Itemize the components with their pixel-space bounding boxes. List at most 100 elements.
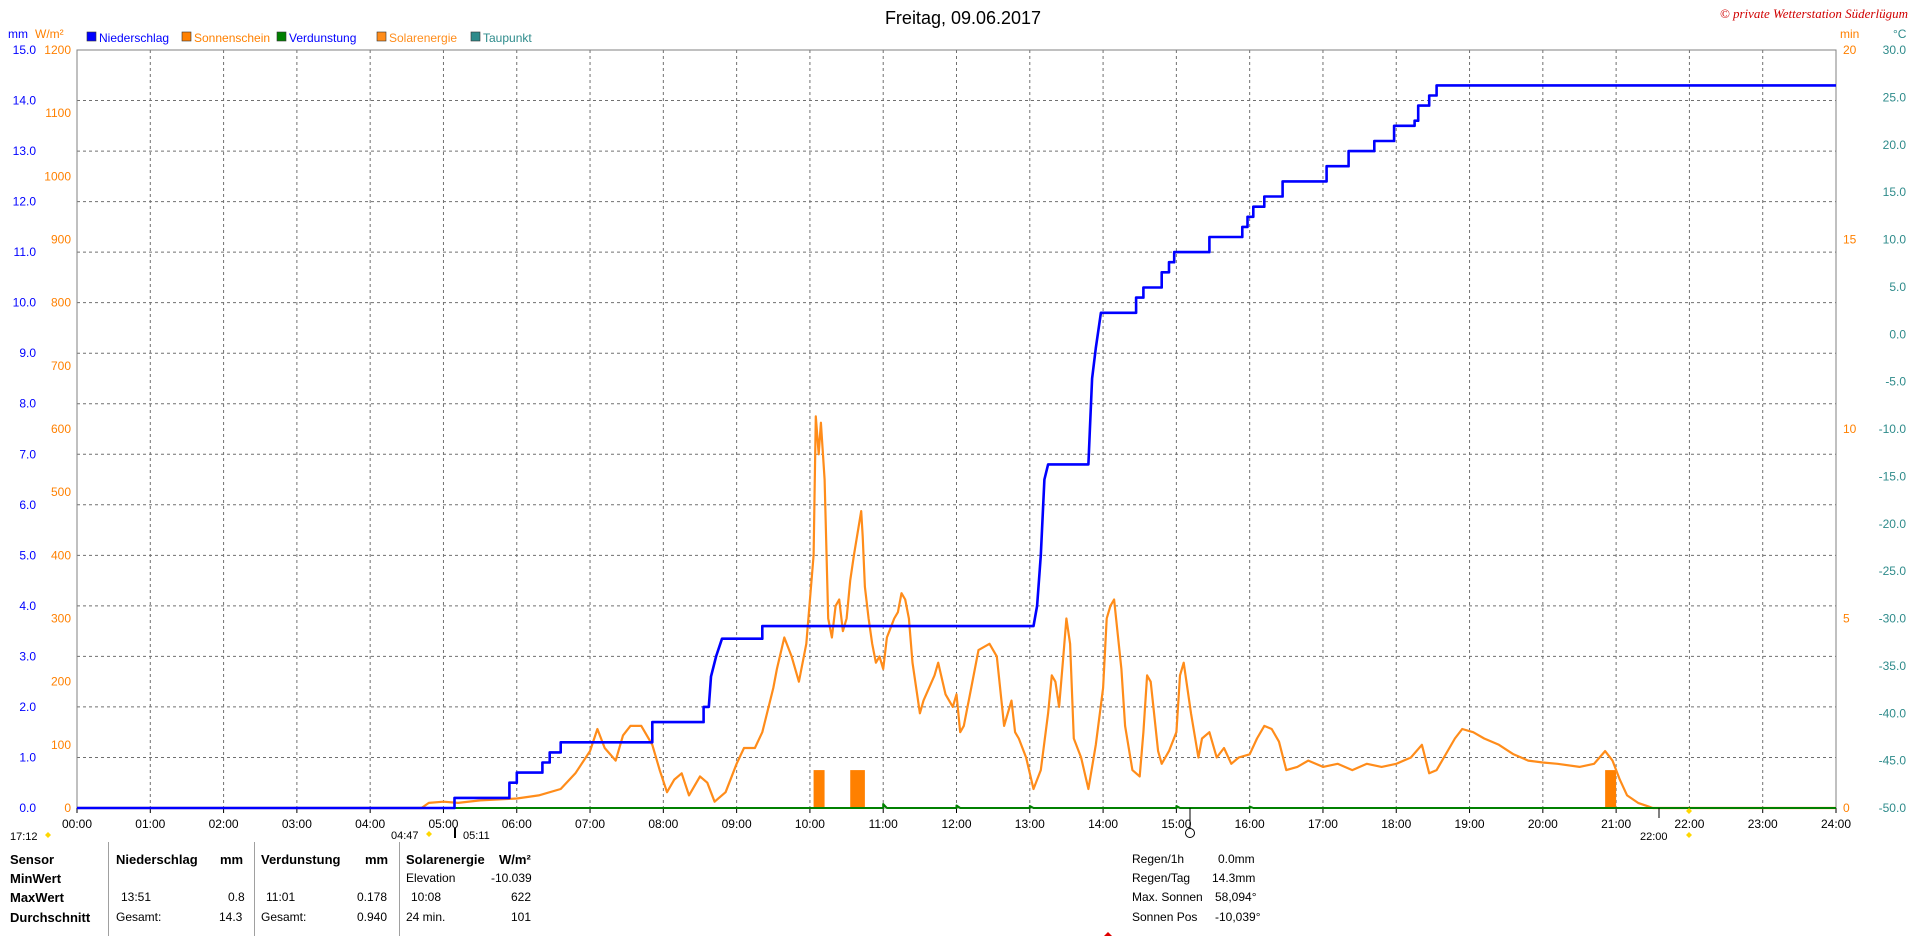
y-tick-label-wm2: 500	[51, 485, 71, 499]
marker-rise-time: 05:11	[463, 830, 490, 842]
stats-max-v-value: 0.178	[357, 890, 388, 904]
stats-avg-s-value: 101	[511, 910, 532, 924]
y-tick-label-mm: 0.0	[19, 801, 36, 815]
x-tick-label: 11:00	[869, 817, 898, 831]
noon-marker-icon	[1185, 828, 1195, 838]
y-tick-label-mm: 1.0	[19, 750, 36, 764]
y-tick-label-mm: 8.0	[19, 397, 36, 411]
x-tick-label: 14:00	[1088, 817, 1118, 831]
legend-label: Taupunkt	[483, 31, 532, 45]
y-tick-label-celsius: -40.0	[1879, 706, 1907, 720]
stats-max-v-time: 11:01	[266, 890, 296, 904]
y-tick-label-celsius: 30.0	[1883, 43, 1907, 57]
y-tick-label-wm2: 600	[51, 422, 71, 436]
stats-avg-n-label: Gesamt:	[116, 910, 162, 924]
y-tick-label-mm: 5.0	[19, 548, 36, 562]
sun-marker-icon	[45, 832, 51, 838]
y-tick-label-min: 15	[1843, 233, 1857, 247]
x-tick-label: 24:00	[1821, 817, 1851, 831]
x-tick-label: 13:00	[1015, 817, 1045, 831]
info-rain-day-value: 14.3mm	[1212, 871, 1256, 885]
y-tick-label-wm2: 1000	[44, 169, 71, 183]
stats-max-n-time: 13:51	[121, 890, 152, 904]
stats-avg-n-value: 14.3	[219, 910, 243, 924]
x-tick-label: 09:00	[722, 817, 752, 831]
sun-marker-icon	[426, 831, 432, 837]
x-tick-label: 21:00	[1601, 817, 1631, 831]
x-tick-label: 04:00	[355, 817, 385, 831]
x-tick-label: 03:00	[282, 817, 312, 831]
x-tick-label: 15:00	[1161, 817, 1191, 831]
x-tick-label: 23:00	[1748, 817, 1778, 831]
legend-swatch	[86, 31, 97, 42]
stats-max-s-value: 622	[511, 890, 532, 904]
legend-label: Verdunstung	[289, 31, 356, 45]
stats-avg-s-label: 24 min.	[406, 910, 446, 924]
x-tick-label: 18:00	[1381, 817, 1411, 831]
x-tick-label: 05:00	[428, 817, 458, 831]
x-tick-label: 08:00	[648, 817, 678, 831]
y-tick-label-celsius: -10.0	[1879, 422, 1907, 436]
solarenergie-line	[77, 415, 1836, 810]
y-tick-label-celsius: 5.0	[1889, 280, 1906, 294]
y-tick-label-celsius: 15.0	[1883, 185, 1907, 199]
y-tick-label-wm2: 200	[51, 675, 71, 689]
info-sun-pos-label: Sonnen Pos	[1132, 910, 1198, 924]
y-tick-label-wm2: 800	[51, 296, 71, 310]
y-tick-label-mm: 3.0	[19, 649, 36, 663]
y-tick-label-celsius: -5.0	[1885, 375, 1906, 389]
sunshine-bar	[1605, 770, 1617, 808]
y-tick-label-mm: 4.0	[19, 599, 36, 613]
y-tick-label-celsius: -30.0	[1879, 612, 1907, 626]
x-tick-label: 01:00	[135, 817, 165, 831]
y-tick-label-min: 0	[1843, 801, 1850, 815]
marker-time-left: 17:12	[10, 831, 38, 843]
axis-unit-mm: mm	[8, 27, 28, 41]
y-tick-label-wm2: 900	[51, 233, 71, 247]
info-max-sun-label: Max. Sonnen	[1132, 890, 1203, 904]
sunshine-bar	[850, 770, 865, 808]
legend-label: Sonnenschein	[194, 31, 270, 45]
x-tick-label: 10:00	[795, 817, 825, 831]
y-tick-label-celsius: -25.0	[1879, 564, 1907, 578]
x-tick-label: 19:00	[1455, 817, 1485, 831]
stats-divider	[399, 842, 400, 936]
stats-header-niederschlag: Niederschlag	[116, 852, 198, 867]
copyright-text: © private Wetterstation Süderlügum	[1720, 6, 1908, 21]
stats-max-s-time: 10:08	[411, 890, 442, 904]
y-tick-label-mm: 12.0	[13, 195, 37, 209]
stats-divider	[108, 842, 109, 936]
y-tick-label-celsius: -50.0	[1879, 801, 1907, 815]
y-tick-label-min: 10	[1843, 422, 1857, 436]
y-tick-label-celsius: 10.0	[1883, 233, 1907, 247]
chart-title: Freitag, 09.06.2017	[885, 8, 1041, 28]
stats-max-n-value: 0.8	[228, 890, 245, 904]
x-tick-label: 00:00	[62, 817, 92, 831]
y-tick-label-celsius: -45.0	[1879, 754, 1907, 768]
y-tick-label-celsius: 20.0	[1883, 138, 1907, 152]
y-tick-label-celsius: -15.0	[1879, 469, 1907, 483]
stats-header-verdunstung: Verdunstung	[261, 852, 341, 867]
stats-min-solar-label: Elevation	[406, 871, 456, 885]
stats-avg-v-label: Gesamt:	[261, 910, 307, 924]
info-rain-hour-label: Regen/1h	[1132, 852, 1185, 866]
marker-sunrise-time: 04:47	[391, 830, 419, 842]
y-tick-label-celsius: 25.0	[1883, 90, 1907, 104]
axis-unit-wm2: W/m²	[35, 27, 64, 41]
y-tick-label-mm: 2.0	[19, 700, 36, 714]
y-tick-label-wm2: 400	[51, 548, 71, 562]
stats-divider	[254, 842, 255, 936]
y-tick-label-wm2: 1200	[44, 43, 71, 57]
y-tick-label-mm: 7.0	[19, 447, 36, 461]
red-marker-icon	[1104, 932, 1112, 936]
x-tick-label: 02:00	[209, 817, 239, 831]
legend-swatch	[470, 31, 481, 42]
legend-swatch	[276, 31, 287, 42]
stats-header-sensor: Sensor	[10, 852, 55, 867]
y-tick-label-wm2: 700	[51, 359, 71, 373]
x-tick-label: 12:00	[941, 817, 971, 831]
y-tick-label-mm: 11.0	[14, 245, 37, 259]
y-tick-label-mm: 6.0	[19, 498, 36, 512]
stats-row-avg-label: Durchschnitt	[10, 910, 91, 925]
y-tick-label-mm: 9.0	[19, 346, 36, 360]
